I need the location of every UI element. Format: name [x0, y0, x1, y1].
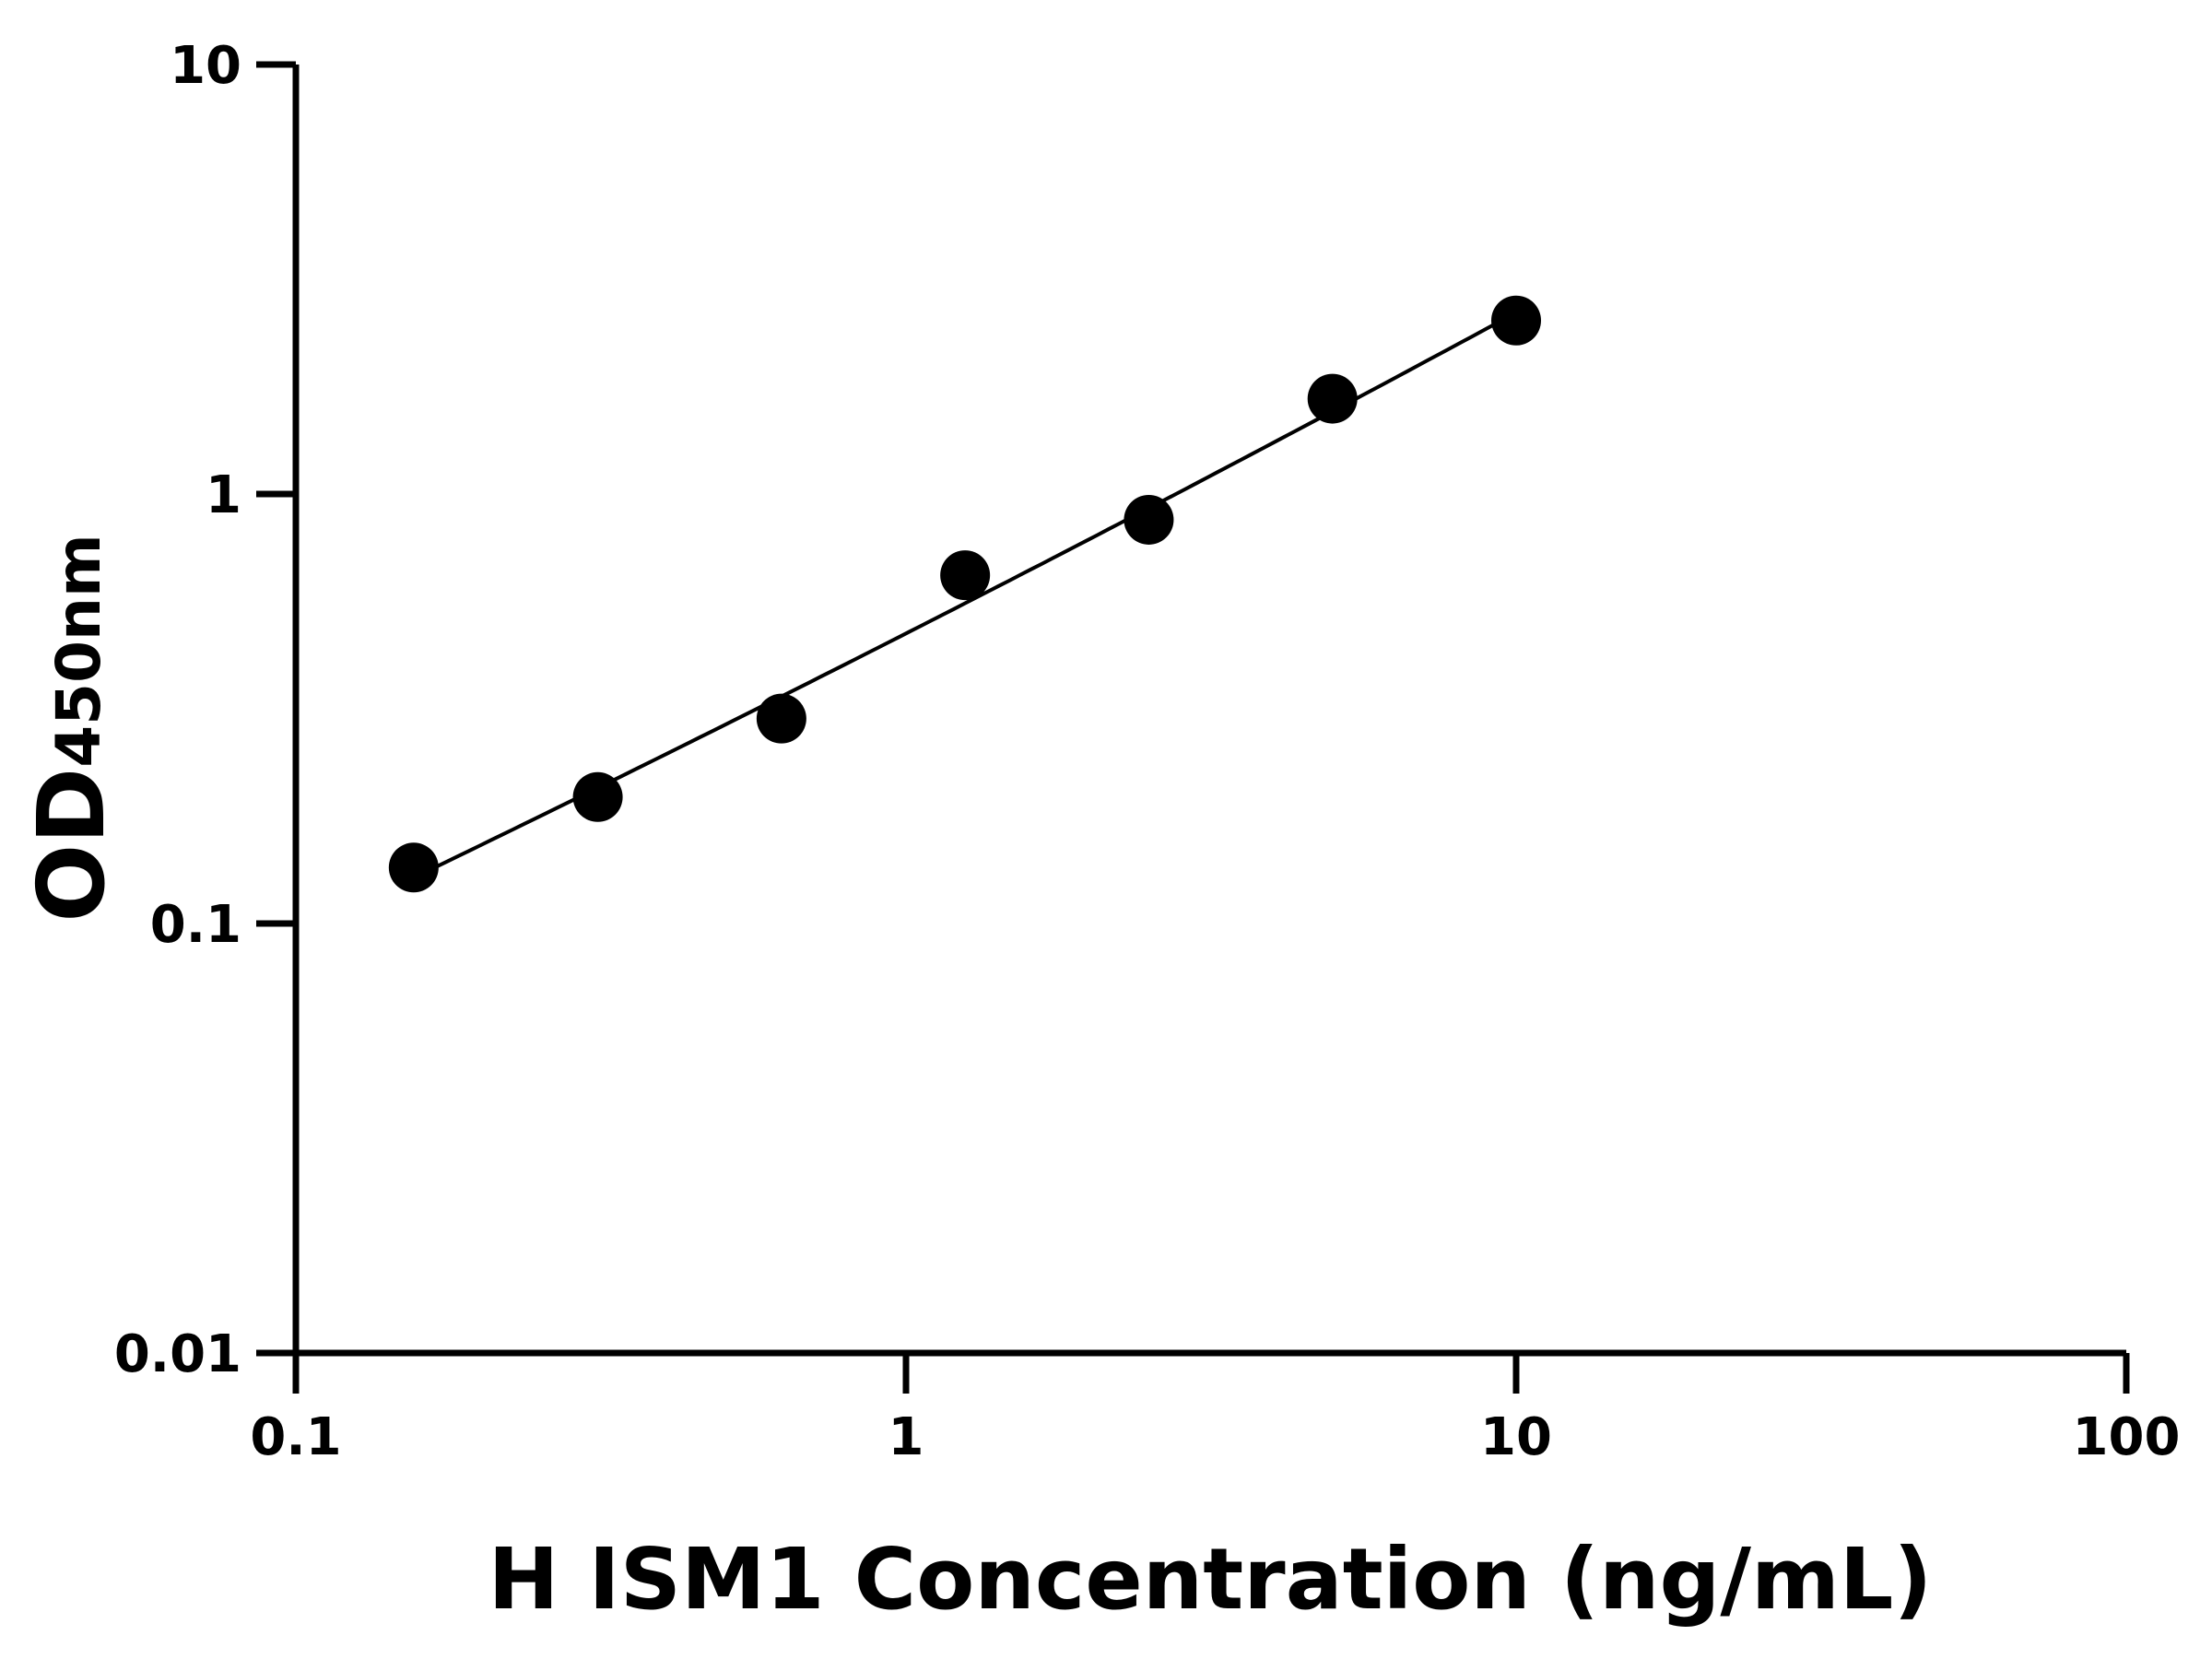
x-tick-label: 10	[1480, 1407, 1552, 1467]
data-point	[1307, 373, 1358, 424]
data-point	[1124, 494, 1174, 545]
y-tick-label: 0.01	[114, 1324, 241, 1384]
y-tick-label: 10	[170, 36, 241, 96]
y-axis-title-main: OD	[18, 768, 125, 923]
y-tick-label: 0.1	[150, 895, 241, 955]
x-tick-label: 0.1	[250, 1407, 341, 1467]
x-axis-title: H ISM1 Concentration (ng/mL)	[488, 1530, 1933, 1629]
data-point	[572, 771, 623, 822]
data-point	[940, 550, 991, 601]
data-point	[388, 842, 439, 893]
x-tick-label: 1	[888, 1407, 924, 1467]
data-point	[1491, 295, 1541, 346]
y-axis-title: OD450nm	[18, 534, 125, 923]
data-point	[756, 693, 806, 744]
y-axis-title-subscript: 450nm	[43, 534, 114, 768]
y-tick-label: 1	[206, 465, 241, 525]
x-tick-label: 100	[2073, 1407, 2181, 1467]
